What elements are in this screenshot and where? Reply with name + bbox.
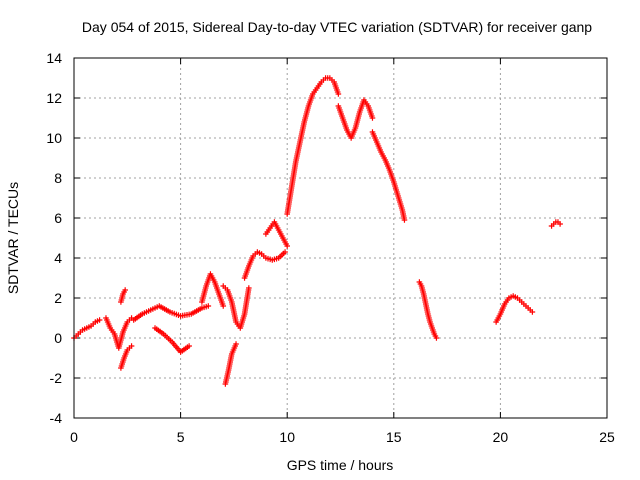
data-point <box>122 287 128 293</box>
y-tick-label: 2 <box>54 290 62 306</box>
y-tick-label: 0 <box>54 330 62 346</box>
data-point <box>335 91 342 97</box>
data-point <box>233 341 239 347</box>
y-axis-label: SDTVAR / TECUs <box>5 182 21 294</box>
y-tick-label: 14 <box>46 50 62 66</box>
data-point <box>186 343 192 349</box>
y-tick-label: 10 <box>46 130 62 146</box>
data-point <box>401 217 408 223</box>
data-point <box>529 309 536 315</box>
y-tick-label: -4 <box>50 410 63 426</box>
axes: 0 5 10 15 20 25 -4 -2 0 2 4 6 8 10 12 14 <box>46 50 615 445</box>
grid <box>74 58 607 418</box>
y-tick-label: -2 <box>50 370 63 386</box>
x-tick-label: 0 <box>70 429 78 445</box>
data-point <box>128 343 135 349</box>
y-tick-label: 8 <box>54 170 62 186</box>
x-tick-label: 20 <box>493 429 509 445</box>
x-tick-label: 5 <box>177 429 185 445</box>
data-point <box>96 317 103 323</box>
data-point <box>284 243 290 249</box>
data-point <box>557 221 563 227</box>
data-point <box>369 115 376 121</box>
x-axis-label: GPS time / hours <box>287 457 394 473</box>
y-tick-label: 6 <box>54 210 62 226</box>
y-tick-label: 4 <box>54 250 62 266</box>
data-point <box>205 303 212 309</box>
chart-title: Day 054 of 2015, Sidereal Day-to-day VTE… <box>82 19 592 35</box>
data-marks <box>71 75 563 387</box>
plot-frame <box>73 57 608 419</box>
x-tick-label: 25 <box>599 429 615 445</box>
data-point <box>220 303 227 309</box>
data-point <box>246 285 252 291</box>
x-tick-label: 15 <box>386 429 402 445</box>
data-point <box>282 249 288 255</box>
data-point <box>433 335 440 341</box>
y-tick-label: 12 <box>46 90 62 106</box>
x-tick-label: 10 <box>279 429 295 445</box>
